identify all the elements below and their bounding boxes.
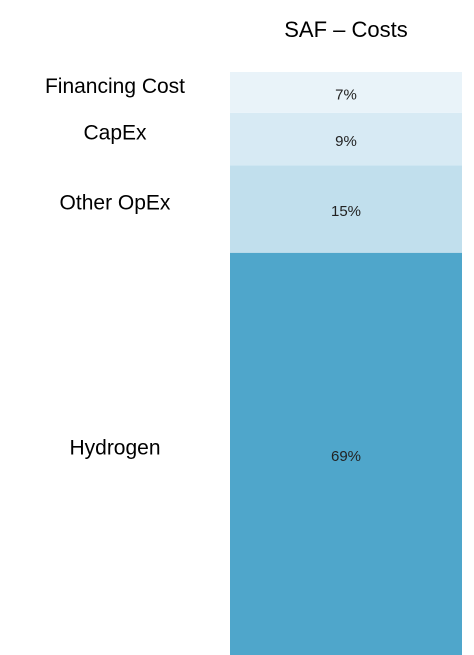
segment-name: Other OpEx — [60, 192, 171, 215]
chart-title: SAF – Costs — [284, 17, 407, 42]
bar-segment — [230, 72, 462, 113]
value-label: 9% — [335, 133, 357, 150]
segment-name: Hydrogen — [69, 436, 160, 459]
value-label: 15% — [331, 203, 361, 220]
segment-name: Financing Cost — [45, 75, 185, 98]
value-label: 69% — [331, 448, 361, 465]
bar-segment — [230, 112, 462, 166]
segment-name: CapEx — [83, 122, 147, 145]
bar-segment — [230, 252, 462, 655]
bar-segment — [230, 165, 462, 253]
value-label: 7% — [335, 86, 357, 103]
